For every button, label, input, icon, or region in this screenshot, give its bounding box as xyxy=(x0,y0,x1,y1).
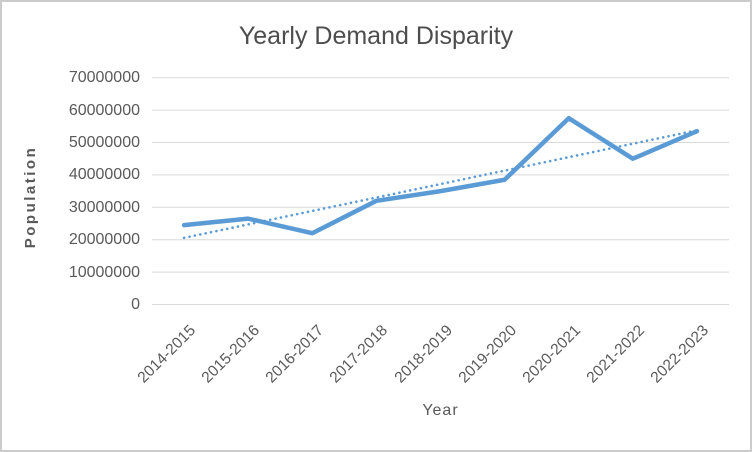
y-tick-label: 70000000 xyxy=(68,69,140,87)
x-axis-title: Year xyxy=(422,402,459,419)
chart-title: Yearly Demand Disparity xyxy=(238,22,514,50)
y-tick-label: 40000000 xyxy=(68,166,140,184)
trendline xyxy=(182,128,699,240)
y-tick-label: 50000000 xyxy=(68,134,140,151)
y-tick-label: 0 xyxy=(131,296,140,313)
y-tick-label: 20000000 xyxy=(68,231,140,249)
series-line xyxy=(181,115,700,236)
y-tick-label: 10000000 xyxy=(68,263,140,281)
y-tick-label: 30000000 xyxy=(68,198,140,216)
y-tick-label: 60000000 xyxy=(68,101,140,119)
